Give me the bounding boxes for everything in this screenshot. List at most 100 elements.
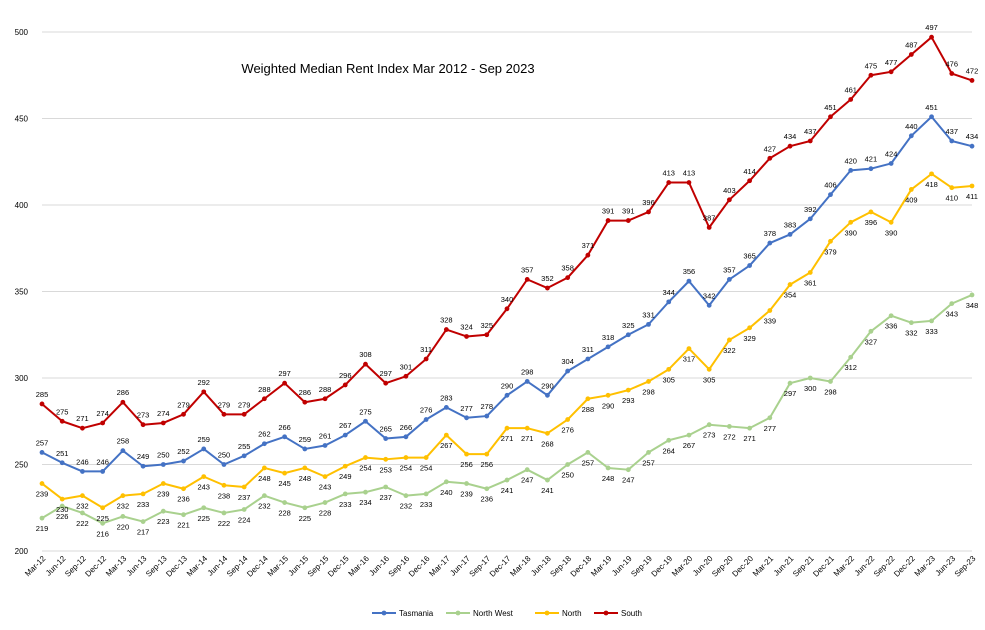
data-label: 357 (723, 265, 736, 274)
data-label: 232 (117, 502, 130, 511)
data-label: 279 (218, 400, 231, 409)
data-point (120, 514, 126, 519)
data-point (484, 451, 490, 457)
data-label: 288 (319, 385, 332, 394)
data-label: 387 (703, 213, 716, 222)
data-point (464, 334, 469, 339)
data-point (423, 356, 429, 362)
legend-marker (603, 610, 609, 616)
data-point (908, 320, 914, 326)
data-point (807, 216, 813, 222)
data-point (949, 185, 955, 191)
data-label: 245 (278, 479, 291, 488)
data-label: 340 (501, 295, 514, 304)
x-tick-label: Dec-15 (326, 554, 351, 579)
x-tick-label: Dec-19 (650, 554, 675, 579)
data-label: 271 (76, 414, 89, 423)
data-point (585, 356, 591, 362)
data-label: 259 (197, 435, 210, 444)
x-tick-label: Sep-21 (791, 554, 816, 579)
data-label: 354 (784, 291, 797, 300)
data-point (747, 425, 753, 431)
data-label: 475 (865, 61, 878, 70)
data-point (828, 238, 833, 244)
data-label: 383 (784, 220, 797, 229)
data-label: 250 (218, 451, 231, 460)
data-point (949, 138, 955, 144)
data-point (848, 97, 854, 102)
data-label: 487 (905, 40, 918, 49)
data-label: 217 (137, 528, 150, 537)
legend-label: South (621, 609, 642, 618)
data-point (322, 500, 328, 505)
data-label: 276 (561, 426, 574, 435)
data-point (787, 282, 793, 287)
data-label: 225 (96, 514, 109, 523)
data-label: 451 (925, 103, 938, 112)
data-label: 266 (400, 423, 413, 432)
data-point (302, 446, 308, 452)
x-tick-label: Sep-14 (225, 554, 250, 579)
data-label: 288 (258, 385, 271, 394)
data-label: 413 (662, 169, 675, 178)
data-point (39, 481, 45, 486)
legend-marker (544, 610, 550, 616)
data-label: 261 (319, 431, 332, 440)
data-point (443, 405, 449, 410)
data-point (261, 441, 267, 447)
x-tick-label: Mar-14 (185, 554, 210, 579)
data-point (524, 425, 530, 431)
data-label: 378 (764, 229, 777, 238)
data-label: 275 (359, 407, 372, 416)
data-label: 237 (238, 493, 251, 502)
data-point (464, 481, 469, 486)
data-label: 379 (824, 247, 837, 256)
data-point (565, 275, 571, 281)
data-label: 396 (865, 218, 878, 227)
data-label: 390 (844, 228, 857, 237)
data-point (868, 166, 874, 172)
data-label: 293 (622, 396, 635, 405)
data-point (787, 380, 793, 386)
data-label: 241 (501, 486, 514, 495)
data-point (565, 462, 571, 467)
y-tick-label: 350 (15, 288, 29, 297)
data-point (363, 489, 368, 495)
data-point (443, 479, 449, 485)
data-label: 451 (824, 103, 837, 112)
data-label: 424 (885, 149, 898, 158)
y-axis-ticks: 200 250 300 350 400 450 500 (15, 28, 29, 556)
data-point (221, 510, 227, 516)
data-point (625, 218, 631, 223)
data-label: 268 (541, 439, 554, 448)
data-label: 420 (844, 156, 857, 165)
data-point (100, 469, 106, 474)
data-point (767, 155, 773, 161)
series-line (41, 36, 973, 430)
x-tick-label: Mar-19 (589, 554, 614, 579)
data-point (767, 240, 773, 246)
data-label: 434 (966, 132, 979, 141)
data-point (282, 380, 288, 386)
data-point (322, 396, 328, 402)
x-tick-label: Dec-12 (83, 554, 108, 579)
data-point (605, 465, 611, 471)
data-point (484, 332, 490, 338)
data-point (221, 411, 227, 417)
data-point (181, 411, 186, 417)
data-point (302, 465, 308, 471)
y-tick-label: 200 (15, 547, 29, 556)
data-label: 427 (764, 144, 777, 153)
data-label: 216 (96, 529, 109, 538)
x-tick-label: Mar-22 (832, 554, 857, 579)
data-point (828, 192, 833, 198)
data-point (201, 389, 207, 395)
legend-marker (455, 610, 461, 616)
data-label: 256 (460, 460, 473, 469)
data-point (646, 379, 651, 384)
data-point (261, 465, 267, 471)
data-label: 256 (481, 460, 494, 469)
data-point (342, 491, 348, 497)
series-south (39, 34, 975, 431)
x-axis-ticks: Mar-12Jun-12Sep-12Dec-12Mar-13Jun-13Sep-… (23, 554, 978, 579)
